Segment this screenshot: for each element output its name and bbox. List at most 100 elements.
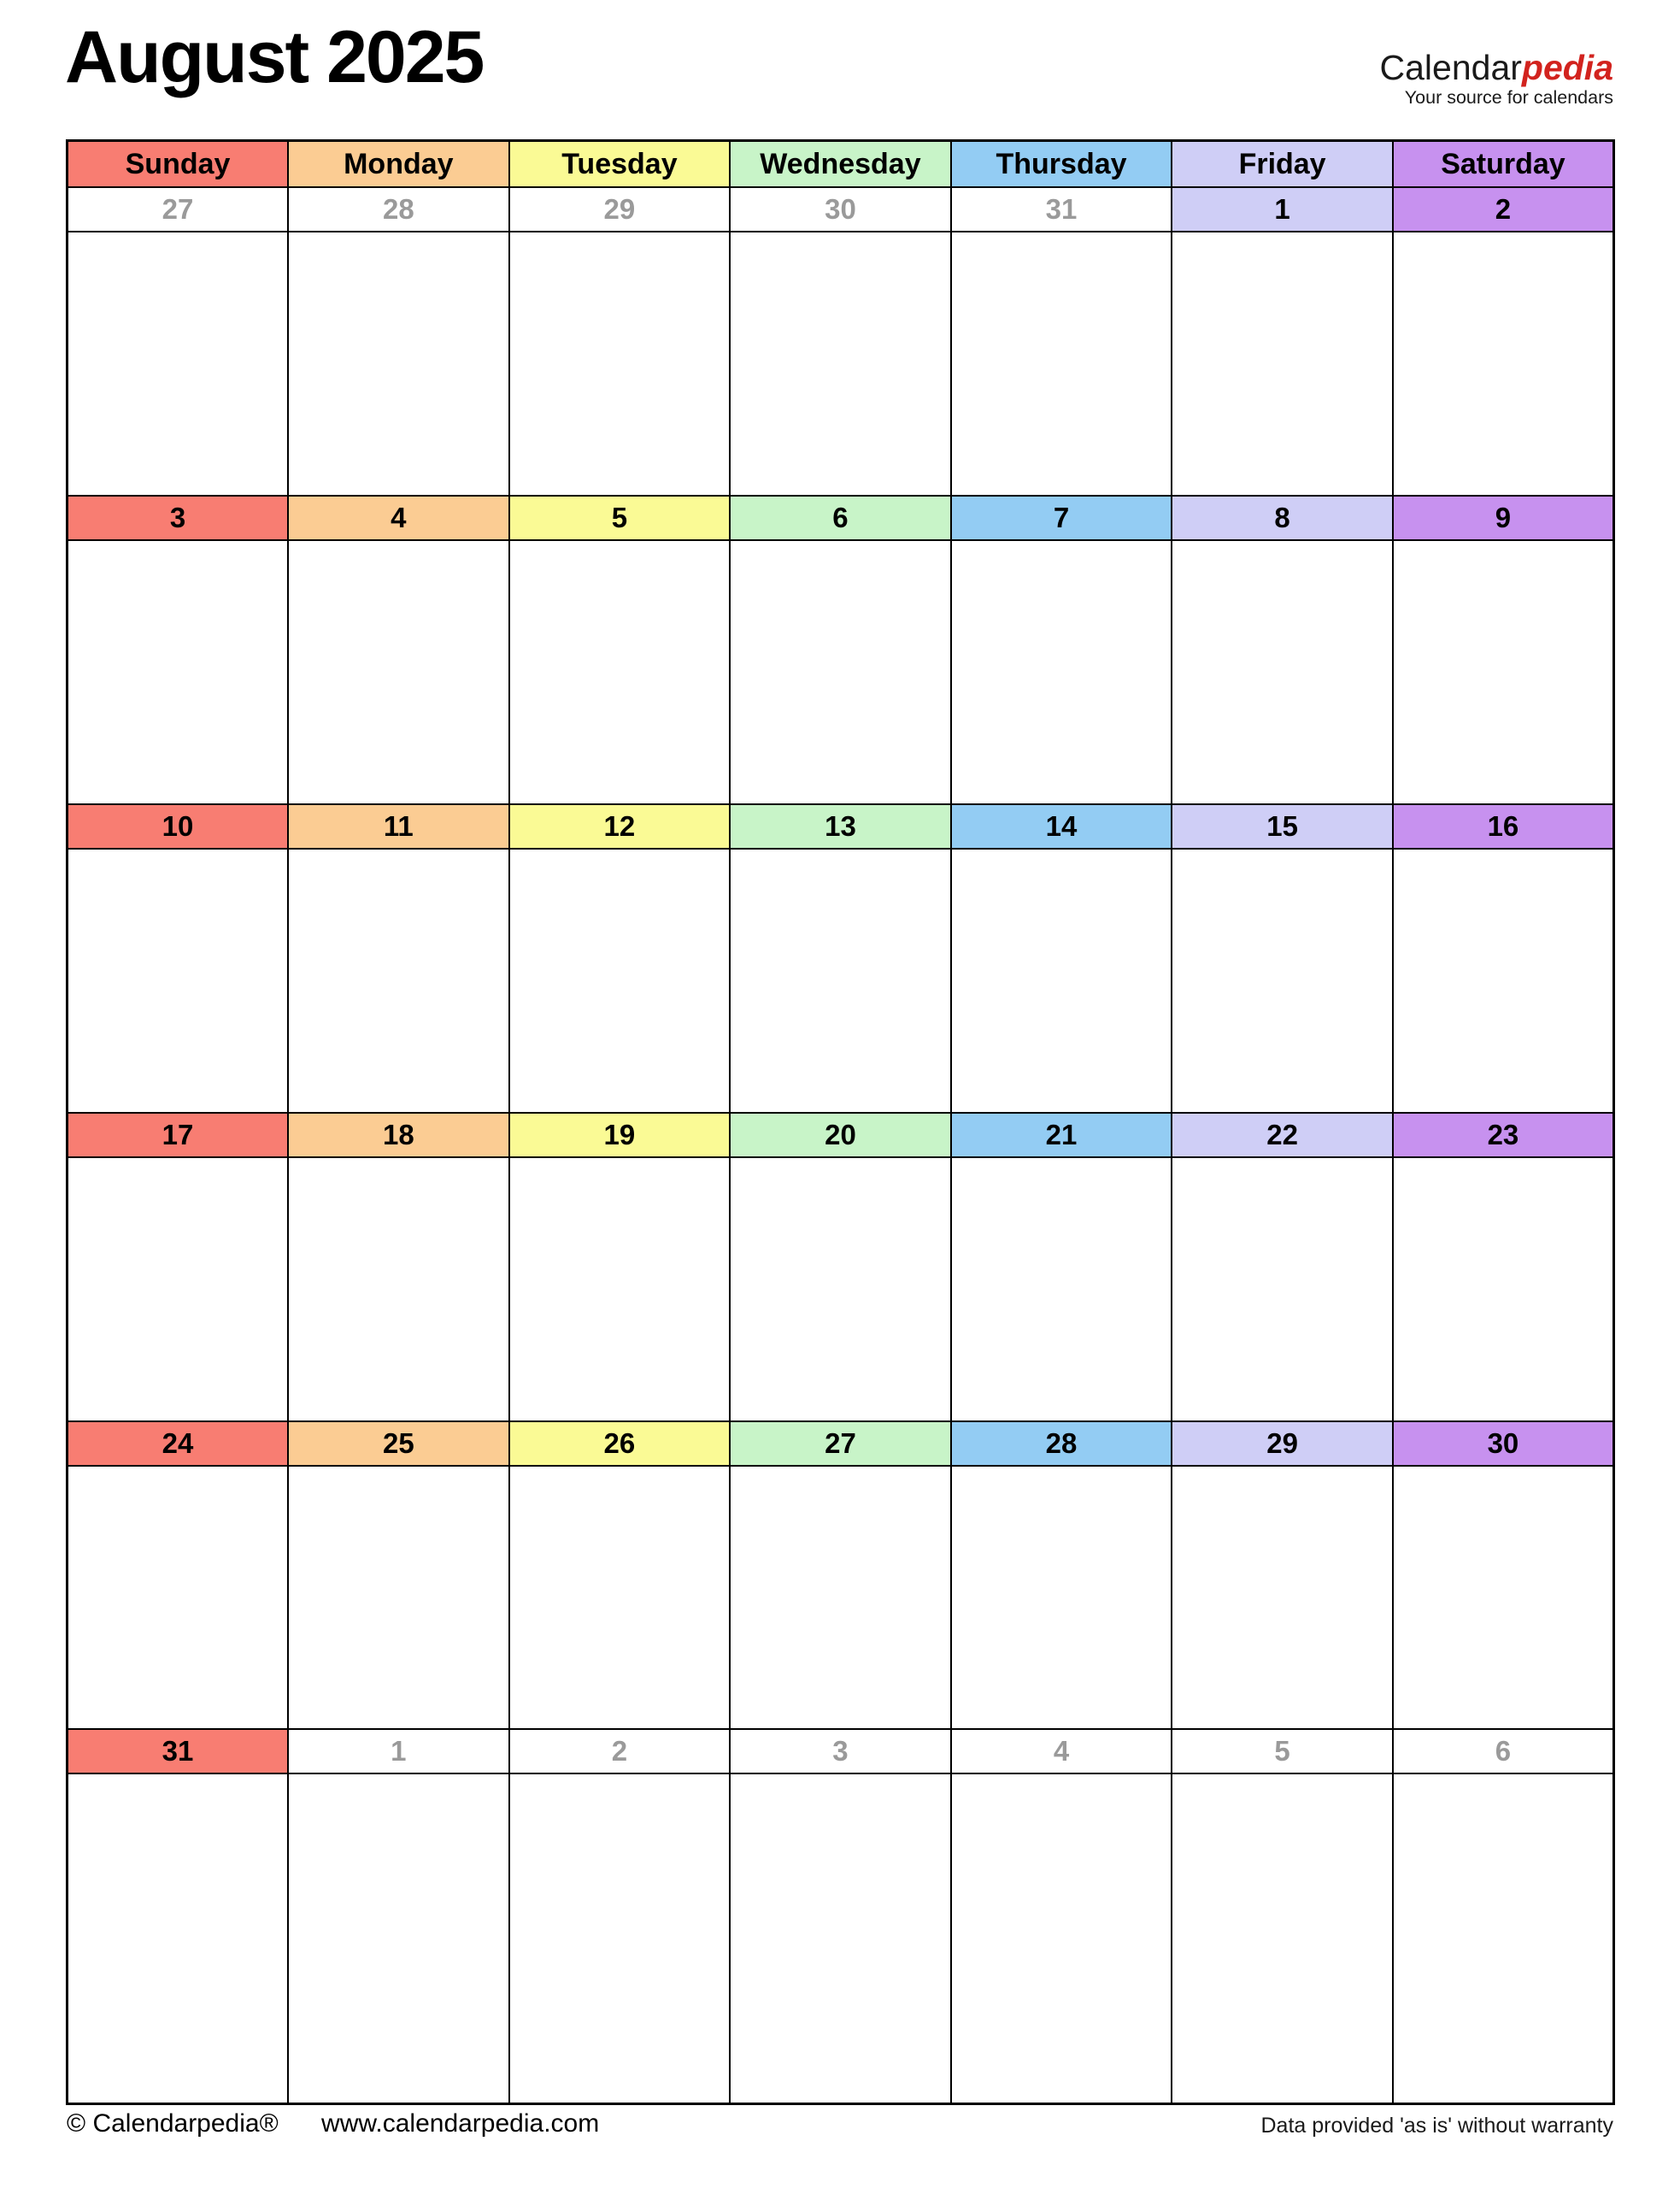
notes-cell bbox=[1171, 1156, 1394, 1422]
notes-cell bbox=[1391, 231, 1615, 497]
date-cell-aug-26: 26 bbox=[508, 1420, 731, 1467]
notes-cell bbox=[66, 538, 290, 805]
week-3-date-row: 10 11 12 13 14 15 16 bbox=[66, 803, 1615, 850]
date-cell-aug-17: 17 bbox=[66, 1111, 290, 1158]
notes-cell bbox=[1171, 847, 1394, 1114]
date-cell-aug-8: 8 bbox=[1171, 494, 1394, 541]
notes-cell bbox=[287, 231, 510, 497]
week-6-notes-row bbox=[66, 1773, 1615, 2105]
notes-cell bbox=[729, 1773, 952, 2105]
date-cell-aug-11: 11 bbox=[287, 803, 510, 850]
notes-cell bbox=[1171, 538, 1394, 805]
footer-url-link[interactable]: www.calendarpedia.com bbox=[321, 2109, 600, 2138]
notes-cell bbox=[508, 847, 731, 1114]
notes-cell bbox=[949, 538, 1173, 805]
week-4-date-row: 17 18 19 20 21 22 23 bbox=[66, 1111, 1615, 1158]
date-cell-aug-20: 20 bbox=[729, 1111, 952, 1158]
date-cell-adjacent-29: 29 bbox=[508, 186, 731, 232]
date-cell-aug-7: 7 bbox=[949, 494, 1173, 541]
notes-cell bbox=[729, 847, 952, 1114]
notes-cell bbox=[1391, 1464, 1615, 1731]
date-cell-aug-16: 16 bbox=[1391, 803, 1615, 850]
week-1-date-row: 27 28 29 30 31 1 2 bbox=[66, 186, 1615, 232]
notes-cell bbox=[66, 1156, 290, 1422]
notes-cell bbox=[729, 538, 952, 805]
week-6-date-row: 31 1 2 3 4 5 6 bbox=[66, 1728, 1615, 1775]
week-5-date-row: 24 25 26 27 28 29 30 bbox=[66, 1420, 1615, 1467]
notes-cell bbox=[949, 1773, 1173, 2105]
date-cell-aug-25: 25 bbox=[287, 1420, 510, 1467]
notes-cell bbox=[949, 1464, 1173, 1731]
date-cell-aug-13: 13 bbox=[729, 803, 952, 850]
date-cell-aug-23: 23 bbox=[1391, 1111, 1615, 1158]
date-cell-adjacent-4: 4 bbox=[949, 1728, 1173, 1775]
date-cell-adjacent-30: 30 bbox=[729, 186, 952, 232]
date-cell-aug-27: 27 bbox=[729, 1420, 952, 1467]
notes-cell bbox=[1391, 1156, 1615, 1422]
notes-cell bbox=[287, 1156, 510, 1422]
notes-cell bbox=[1171, 1773, 1394, 2105]
date-cell-aug-21: 21 bbox=[949, 1111, 1173, 1158]
notes-cell bbox=[729, 1156, 952, 1422]
notes-cell bbox=[729, 1464, 952, 1731]
date-cell-aug-31: 31 bbox=[66, 1728, 290, 1775]
weekday-header-friday: Friday bbox=[1171, 139, 1394, 188]
notes-cell bbox=[1391, 1773, 1615, 2105]
footer-left: © Calendarpedia® www.calendarpedia.com bbox=[67, 2109, 599, 2138]
page-title: August 2025 bbox=[65, 16, 485, 98]
date-cell-aug-10: 10 bbox=[66, 803, 290, 850]
date-cell-adjacent-3: 3 bbox=[729, 1728, 952, 1775]
notes-cell bbox=[949, 231, 1173, 497]
calendarpedia-logo: Calendarpedia Your source for calendars bbox=[1379, 48, 1613, 109]
date-cell-aug-18: 18 bbox=[287, 1111, 510, 1158]
logo-wordmark-red: pedia bbox=[1521, 48, 1613, 87]
date-cell-aug-15: 15 bbox=[1171, 803, 1394, 850]
date-cell-aug-14: 14 bbox=[949, 803, 1173, 850]
date-cell-aug-5: 5 bbox=[508, 494, 731, 541]
notes-cell bbox=[508, 1156, 731, 1422]
date-cell-adjacent-27: 27 bbox=[66, 186, 290, 232]
notes-cell bbox=[287, 847, 510, 1114]
date-cell-adjacent-5: 5 bbox=[1171, 1728, 1394, 1775]
notes-cell bbox=[1171, 1464, 1394, 1731]
logo-wordmark-black: Calendar bbox=[1379, 48, 1522, 87]
date-cell-adjacent-31: 31 bbox=[949, 186, 1173, 232]
date-cell-aug-28: 28 bbox=[949, 1420, 1173, 1467]
date-cell-aug-3: 3 bbox=[66, 494, 290, 541]
notes-cell bbox=[508, 231, 731, 497]
notes-cell bbox=[287, 1773, 510, 2105]
week-5-notes-row bbox=[66, 1464, 1615, 1731]
date-cell-adjacent-6: 6 bbox=[1391, 1728, 1615, 1775]
date-cell-aug-4: 4 bbox=[287, 494, 510, 541]
notes-cell bbox=[949, 847, 1173, 1114]
notes-cell bbox=[287, 1464, 510, 1731]
calendar-grid: Sunday Monday Tuesday Wednesday Thursday Frid… bbox=[66, 139, 1615, 2105]
logo-tagline: Your source for calendars bbox=[1404, 87, 1613, 109]
weekday-header-monday: Monday bbox=[287, 139, 510, 188]
date-cell-aug-30: 30 bbox=[1391, 1420, 1615, 1467]
notes-cell bbox=[1391, 847, 1615, 1114]
footer-disclaimer: Data provided 'as is' without warranty bbox=[1260, 2114, 1613, 2138]
weekday-header-saturday: Saturday bbox=[1391, 139, 1615, 188]
date-cell-aug-29: 29 bbox=[1171, 1420, 1394, 1467]
notes-cell bbox=[66, 231, 290, 497]
date-cell-adjacent-1: 1 bbox=[287, 1728, 510, 1775]
date-cell-aug-19: 19 bbox=[508, 1111, 731, 1158]
notes-cell bbox=[508, 538, 731, 805]
week-4-notes-row bbox=[66, 1156, 1615, 1422]
notes-cell bbox=[66, 847, 290, 1114]
notes-cell bbox=[949, 1156, 1173, 1422]
date-cell-aug-6: 6 bbox=[729, 494, 952, 541]
date-cell-adjacent-28: 28 bbox=[287, 186, 510, 232]
date-cell-aug-2: 2 bbox=[1391, 186, 1615, 232]
notes-cell bbox=[508, 1464, 731, 1731]
weekday-header-sunday: Sunday bbox=[66, 139, 290, 188]
date-cell-aug-22: 22 bbox=[1171, 1111, 1394, 1158]
notes-cell bbox=[66, 1464, 290, 1731]
notes-cell bbox=[1171, 231, 1394, 497]
notes-cell bbox=[1391, 538, 1615, 805]
notes-cell bbox=[729, 231, 952, 497]
footer-copyright: © Calendarpedia® bbox=[67, 2109, 279, 2138]
date-cell-aug-9: 9 bbox=[1391, 494, 1615, 541]
